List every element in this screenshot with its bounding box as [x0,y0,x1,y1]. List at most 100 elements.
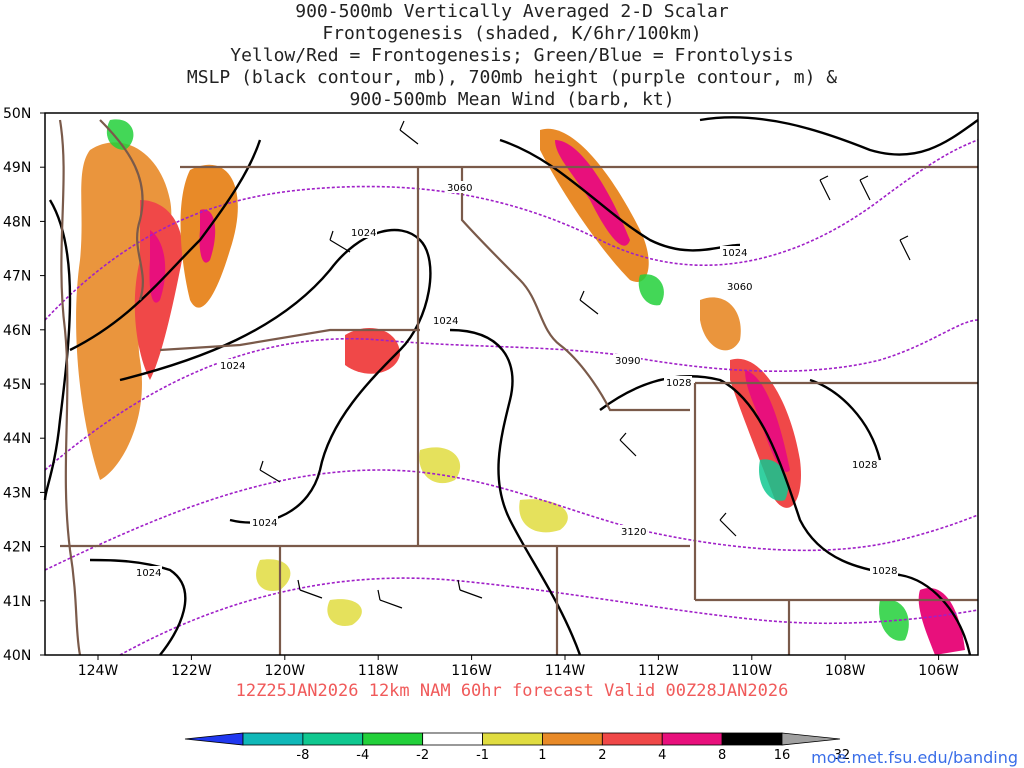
longitude-tick-label: 120W [265,663,306,679]
mslp-contour-oregon-high [119,228,432,524]
mslp-contour-coast [43,199,72,501]
colorbar-tick-label: -4 [356,748,369,763]
id-mt-border [460,167,690,412]
latitude-tick-label: 44N [3,431,31,447]
colorbar-swatch [242,732,304,746]
wind-barb [899,235,911,261]
title-line-5: 900-500mb Mean Wind (barb, kt) [349,89,675,110]
colorbar-swatch [422,732,483,746]
colorbar-swatch [721,732,783,746]
colorbar-tick-label: 8 [718,748,726,763]
colorbar-tick-label: -1 [476,748,489,763]
colorbar-swatch [601,732,663,746]
latitude-tick-label: 46N [3,323,31,339]
fronto-yellow-1 [419,447,461,484]
longitude-tick-label: 124W [78,663,119,679]
colorbar-tick-label: 4 [658,748,666,763]
wa-or-border [159,328,420,352]
mslp-contour-sw [89,558,187,656]
mslp-label: 1024 [220,361,245,372]
fronto-band-cascades-core [199,209,216,263]
mslp-label: 1024 [351,228,376,239]
longitude-tick-label: 122W [171,663,212,679]
height-contour-d [119,577,979,656]
wind-barb [377,589,403,609]
longitude-axis: 124W 122W 120W 118W 116W 114W 112W 110W 108W 106W [78,655,959,679]
wind-barb [297,579,323,599]
fronto-yellow-3 [256,559,291,591]
puget-sound [99,119,144,301]
fronto-yellow-2 [519,499,568,533]
frontolysis-green-4 [638,274,664,306]
mslp-contours [43,116,979,656]
colorbar-min-arrow [184,732,244,746]
latitude-tick-label: 42N [3,540,31,556]
frontogenesis-shading [76,119,965,655]
title-line-3: Yellow/Red = Frontogenesis; Green/Blue =… [230,45,794,66]
mslp-label: 1024 [136,568,161,579]
height-label: 3090 [615,356,640,367]
latitude-tick-label: 45N [3,377,31,393]
longitude-tick-label: 118W [358,663,399,679]
mslp-label: 1024 [433,316,458,327]
height-contour-c [44,469,979,571]
longitude-tick-label: 112W [638,663,679,679]
mslp-label: 1024 [252,518,277,529]
fronto-band-wyoming-core [745,370,790,472]
latitude-axis: 50N 49N 48N 47N 46N 45N 44N 43N 42N 41N 40N [3,106,45,664]
colorbar-tick-label: -2 [416,748,429,763]
mslp-contour-montana-east [699,116,979,156]
mslp-contour-washington [69,139,262,352]
wind-barb [457,579,483,599]
contour-labels: 1024 1024 1024 1024 1024 1024 1028 1028 … [134,181,898,579]
pacific-coastline [58,119,82,656]
wind-barb [859,175,871,201]
fronto-yellow-4 [327,599,362,626]
height-label: 3120 [621,527,646,538]
height-label: 3060 [447,183,472,194]
mslp-label: 1024 [722,248,747,259]
height-contour-a [44,139,979,321]
colorbar-tick-label: 32 [834,748,851,763]
mslp-contour-idaho [449,328,582,656]
height-label: 3060 [727,282,752,293]
colorbar-tick-label: 2 [598,748,606,763]
political-borders [58,119,978,656]
longitude-tick-label: 106W [918,663,959,679]
wind-barb [719,512,737,537]
wind-barb [399,120,419,145]
longitude-tick-label: 114W [545,663,586,679]
frontolysis-green-1 [106,119,134,150]
colorbar: -8 -4 -2 -1 1 2 4 8 16 32 [184,732,851,763]
latitude-tick-label: 41N [3,594,31,610]
colorbar-tick-label: 16 [774,748,791,763]
fronto-band-colorado [918,588,965,655]
latitude-tick-label: 48N [3,214,31,230]
wind-barb [329,230,351,253]
colorbar-swatch [482,732,543,746]
colorbar-swatch [362,732,424,746]
wind-barb [579,290,599,315]
title-line-4: MSLP (black contour, mb), 700mb height (… [186,67,838,88]
colorbar-swatch [661,732,723,746]
longitude-tick-label: 110W [732,663,773,679]
mslp-label: 1028 [852,460,877,471]
valid-time-label: 12Z25JAN2026 12km NAM 60hr forecast Vali… [235,681,789,701]
wind-barbs [259,120,911,609]
wind-barb [619,432,637,457]
latitude-tick-label: 50N [3,106,31,122]
wind-barb [259,460,281,483]
title-line-1: 900-500mb Vertically Averaged 2-D Scalar [295,1,729,22]
credit-url[interactable]: moe.met.fsu.edu/banding [811,748,1018,767]
fronto-band-coast-max [149,230,166,303]
longitude-tick-label: 116W [451,663,492,679]
fronto-orange-5 [700,297,741,351]
latitude-tick-label: 40N [3,648,31,664]
latitude-tick-label: 47N [3,269,31,285]
mslp-label: 1028 [666,378,691,389]
mslp-contour-montana [499,138,741,252]
wind-barb [819,175,831,201]
latitude-tick-label: 49N [3,160,31,176]
colorbar-tick-label: 1 [538,748,546,763]
